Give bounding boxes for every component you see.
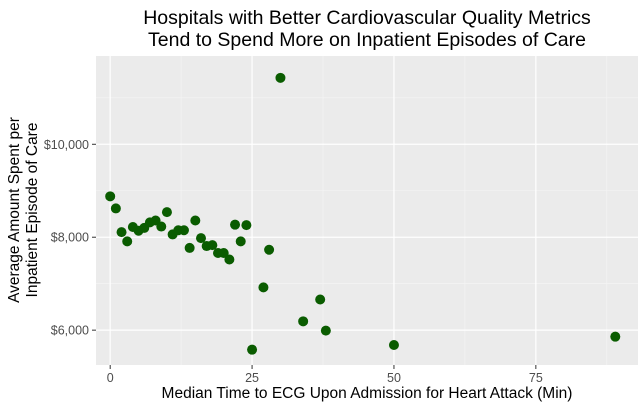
data-point xyxy=(247,344,258,355)
data-point xyxy=(161,207,172,218)
x-tick-label: 50 xyxy=(387,371,401,385)
y-axis-title-line-2: Inpatient Episode of Care xyxy=(24,123,41,298)
data-point xyxy=(298,316,309,327)
data-point xyxy=(218,248,229,259)
data-point xyxy=(110,203,121,214)
grid-major xyxy=(96,56,638,365)
y-axis-title-line-1: Average Amount Spent per xyxy=(6,117,23,303)
data-point xyxy=(610,331,621,342)
data-point xyxy=(315,294,326,305)
y-tick-label: $10,000 xyxy=(44,138,89,152)
x-axis-title: Median Time to ECG Upon Admission for He… xyxy=(162,385,573,402)
data-point xyxy=(122,236,133,247)
y-axis-ticks: $6,000 $8,000 $10,000 xyxy=(44,138,96,338)
chart-title-line-2: Tend to Spend More on Inpatient Episodes… xyxy=(148,29,586,51)
data-point xyxy=(241,220,252,231)
data-point xyxy=(388,340,399,351)
plot-panel xyxy=(96,56,638,365)
data-points xyxy=(105,72,621,355)
data-point xyxy=(105,191,116,202)
chart-title-line-1: Hospitals with Better Cardiovascular Qua… xyxy=(143,7,591,29)
x-tick-label: 25 xyxy=(245,371,259,385)
data-point xyxy=(184,242,195,253)
data-point xyxy=(258,282,269,293)
data-point xyxy=(207,240,218,251)
y-tick-label: $6,000 xyxy=(51,324,89,338)
data-point xyxy=(264,244,275,255)
x-axis-ticks: 0 25 50 75 xyxy=(107,365,543,385)
data-point xyxy=(116,227,127,238)
data-point xyxy=(230,219,241,230)
data-point xyxy=(195,233,206,244)
x-tick-label: 75 xyxy=(529,371,543,385)
data-point xyxy=(156,221,167,232)
data-point xyxy=(275,72,286,83)
data-point xyxy=(320,325,331,336)
y-tick-label: $8,000 xyxy=(51,231,89,245)
data-point xyxy=(235,236,246,247)
data-point xyxy=(224,254,235,265)
data-point xyxy=(190,215,201,226)
grid-minor xyxy=(96,56,638,365)
data-point xyxy=(178,225,189,236)
x-tick-label: 0 xyxy=(107,371,114,385)
